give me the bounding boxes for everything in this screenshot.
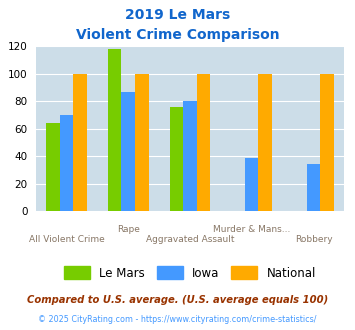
Bar xyxy=(320,74,334,211)
Text: Rape: Rape xyxy=(117,225,140,234)
Text: Violent Crime Comparison: Violent Crime Comparison xyxy=(76,28,279,42)
Legend: Le Mars, Iowa, National: Le Mars, Iowa, National xyxy=(59,262,321,284)
Bar xyxy=(307,164,320,211)
Bar xyxy=(108,49,121,211)
Text: Aggravated Assault: Aggravated Assault xyxy=(146,235,234,244)
Bar xyxy=(60,115,73,211)
Bar xyxy=(170,107,183,211)
Bar xyxy=(245,157,258,211)
Bar xyxy=(73,74,87,211)
Text: 2019 Le Mars: 2019 Le Mars xyxy=(125,8,230,22)
Text: Robbery: Robbery xyxy=(295,235,332,244)
Bar xyxy=(258,74,272,211)
Bar xyxy=(183,101,197,211)
Text: Murder & Mans...: Murder & Mans... xyxy=(213,225,290,234)
Bar xyxy=(46,123,60,211)
Text: Compared to U.S. average. (U.S. average equals 100): Compared to U.S. average. (U.S. average … xyxy=(27,295,328,305)
Bar xyxy=(135,74,148,211)
Bar xyxy=(121,91,135,211)
Bar xyxy=(197,74,210,211)
Text: All Violent Crime: All Violent Crime xyxy=(28,235,104,244)
Text: © 2025 CityRating.com - https://www.cityrating.com/crime-statistics/: © 2025 CityRating.com - https://www.city… xyxy=(38,315,317,324)
